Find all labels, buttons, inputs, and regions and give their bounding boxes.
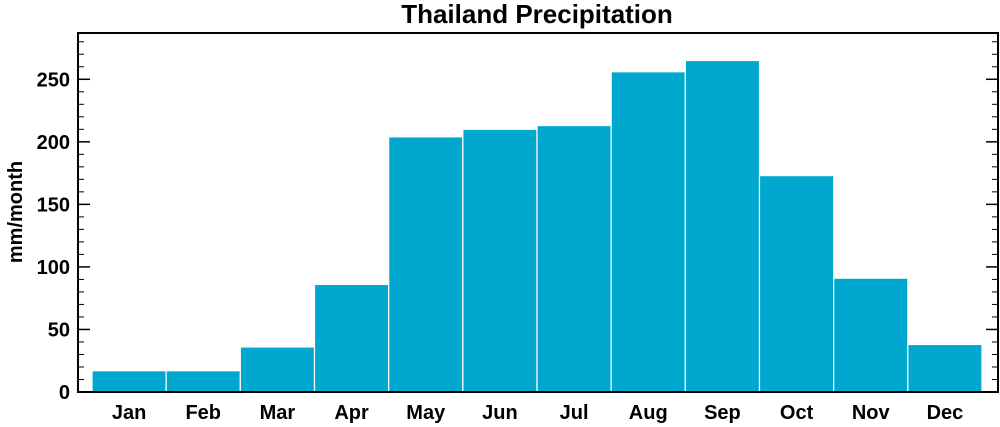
x-tick-label-may: May <box>406 402 446 424</box>
x-tick-label-dec: Dec <box>927 402 964 424</box>
x-tick-label-jul: Jul <box>560 402 589 424</box>
x-tick-label-apr: Apr <box>334 402 369 424</box>
y-tick-label: 100 <box>37 257 70 279</box>
chart-title: Thailand Precipitation <box>401 0 673 29</box>
x-tick-label-aug: Aug <box>629 402 668 424</box>
x-tick-label-jun: Jun <box>482 402 518 424</box>
bar-oct <box>758 174 835 393</box>
x-tick-label-sep: Sep <box>704 402 741 424</box>
x-tick-label-oct: Oct <box>780 402 814 424</box>
x-axis-ticks: Jan Feb Mar Apr May Jun Jul Aug Sep Oct Nov Dec <box>112 402 963 424</box>
bar-jun <box>462 128 538 393</box>
x-tick-label-nov: Nov <box>852 402 891 424</box>
y-tick-label: 250 <box>37 69 70 91</box>
y-axis-label: mm/month <box>5 161 27 263</box>
bar-may <box>388 136 464 393</box>
bar-nov <box>833 277 909 393</box>
plot-frame <box>77 32 999 393</box>
x-tick-label-mar: Mar <box>260 402 296 424</box>
bar-jan <box>91 370 167 393</box>
bar-mar <box>239 346 316 393</box>
y-tick-label: 150 <box>37 194 70 216</box>
bar-sep <box>684 59 761 393</box>
bar-jul <box>536 124 612 393</box>
y-tick-label: 0 <box>59 382 70 404</box>
bar-apr <box>313 283 390 393</box>
x-tick-label-jan: Jan <box>112 402 146 424</box>
bar-series <box>91 59 983 393</box>
bar-dec <box>907 343 983 393</box>
y-tick-label: 50 <box>48 319 70 341</box>
bar-feb <box>165 370 241 393</box>
bar-aug <box>610 71 686 393</box>
y-tick-label: 200 <box>37 132 70 154</box>
x-tick-label-feb: Feb <box>185 402 221 424</box>
